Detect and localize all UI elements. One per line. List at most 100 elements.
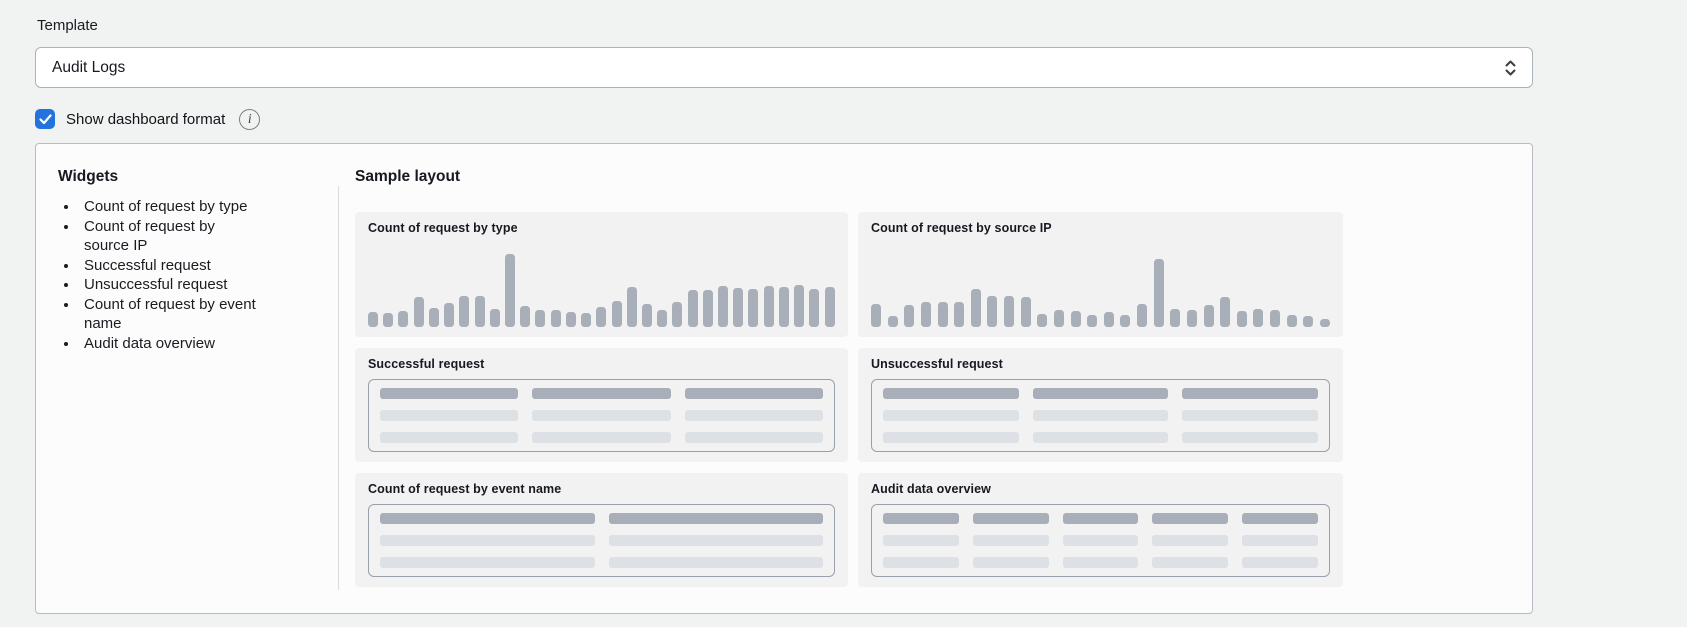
show-dashboard-format-row: Show dashboard format i	[35, 107, 261, 131]
chart-bar	[459, 296, 470, 327]
chart-bar	[1220, 297, 1231, 327]
chart-bar	[1270, 310, 1280, 327]
skeleton-row-bar	[1242, 557, 1318, 568]
info-icon[interactable]: i	[239, 108, 261, 130]
chart-bar	[763, 286, 774, 327]
template-select[interactable]: Audit Logs	[35, 47, 1533, 88]
card-title: Successful request	[368, 357, 485, 371]
skeleton-column	[684, 388, 823, 443]
skeleton-column	[1182, 388, 1318, 443]
column-divider	[338, 186, 339, 590]
skeleton-column	[883, 388, 1019, 443]
card-audit-data-overview: Audit data overview	[858, 473, 1343, 587]
chart-bar	[1170, 309, 1181, 327]
skeleton-row-bar	[1032, 432, 1169, 443]
chart-bar	[581, 313, 592, 327]
sample-cards-grid: Count of request by type Count of reques…	[355, 212, 1343, 587]
widget-list-item: Count of request by source IP	[79, 217, 259, 256]
chart-bar	[550, 310, 561, 327]
card-count-of-request-by-event-name: Count of request by event name	[355, 473, 848, 587]
card-title: Count of request by type	[368, 221, 518, 235]
chart-bar	[398, 311, 409, 327]
skeleton-header-bar	[1152, 513, 1229, 524]
chart-bar	[535, 310, 546, 327]
skeleton-header-bar	[380, 513, 595, 524]
widgets-heading: Widgets	[58, 168, 119, 185]
bar-chart-preview	[368, 239, 835, 327]
card-count-of-request-by-source-ip: Count of request by source IP	[858, 212, 1343, 337]
chart-bar	[641, 304, 652, 327]
skeleton-row-bar	[972, 535, 1049, 546]
skeleton-column	[608, 513, 823, 568]
skeleton-row-bar	[380, 535, 595, 546]
skeleton-row-bar	[684, 432, 823, 443]
skeleton-row-bar	[883, 432, 1019, 443]
skeleton-header-bar	[883, 388, 1019, 399]
chart-bar	[657, 310, 668, 327]
chart-bar	[687, 290, 698, 327]
chart-bar	[987, 296, 998, 327]
chart-bar	[702, 290, 713, 327]
chart-bar	[489, 309, 500, 327]
skeleton-row-bar	[1032, 410, 1169, 421]
widget-list-item: Count of request by type	[79, 197, 259, 217]
skeleton-column	[380, 513, 595, 568]
skeleton-column	[972, 513, 1049, 568]
card-title: Unsuccessful request	[871, 357, 1003, 371]
dashboard-format-panel: Widgets Count of request by type Count o…	[35, 143, 1533, 614]
chart-bar	[626, 287, 637, 327]
skeleton-row-bar	[380, 410, 519, 421]
skeleton-row-bar	[608, 557, 823, 568]
chart-bar	[1053, 310, 1064, 327]
sample-layout-column: Sample layout Count of request by type C…	[355, 168, 1343, 587]
card-unsuccessful-request: Unsuccessful request	[858, 348, 1343, 462]
skeleton-row-bar	[1182, 410, 1318, 421]
chart-bar	[428, 308, 439, 327]
chart-bar	[413, 297, 424, 327]
chart-bar	[1103, 312, 1114, 327]
chart-bar	[871, 304, 881, 327]
skeleton-column	[1032, 388, 1169, 443]
widget-list-item: Unsuccessful request	[79, 275, 259, 295]
skeleton-header-bar	[1242, 513, 1318, 524]
skeleton-row-bar	[532, 410, 671, 421]
skeleton-header-bar	[684, 388, 823, 399]
skeleton-row-bar	[532, 432, 671, 443]
skeleton-header-bar	[883, 513, 959, 524]
widgets-list: Count of request by type Count of reques…	[58, 197, 259, 353]
widget-list-item: Successful request	[79, 256, 259, 276]
table-skeleton-preview	[368, 504, 835, 577]
chart-bar	[937, 302, 948, 327]
show-dashboard-format-checkbox[interactable]	[35, 109, 55, 129]
skeleton-row-bar	[1152, 535, 1229, 546]
skeleton-column	[380, 388, 519, 443]
skeleton-header-bar	[1182, 388, 1318, 399]
table-skeleton-preview	[368, 379, 835, 452]
card-title: Count of request by event name	[368, 482, 562, 496]
chart-bar	[778, 287, 789, 327]
chart-bar	[1253, 309, 1264, 327]
chart-bar	[611, 301, 622, 327]
checkmark-icon	[38, 113, 52, 124]
chart-bar	[1319, 319, 1330, 327]
chart-bar	[748, 289, 759, 327]
chart-bar	[444, 303, 455, 327]
chart-bar	[1286, 315, 1297, 327]
chart-bar	[504, 254, 515, 327]
widget-list-item: Count of request by event name	[79, 295, 259, 334]
skeleton-row-bar	[1152, 557, 1229, 568]
chart-bar	[887, 316, 898, 327]
template-select-value: Audit Logs	[52, 58, 126, 76]
chart-bar	[1153, 259, 1164, 327]
table-skeleton-preview	[871, 379, 1330, 452]
chart-bar	[1203, 305, 1214, 327]
card-title: Count of request by source IP	[871, 221, 1052, 235]
chart-bar	[1037, 314, 1048, 327]
chart-bar	[954, 302, 965, 327]
chart-bar	[383, 313, 394, 327]
chart-bar	[1303, 316, 1314, 327]
skeleton-row-bar	[972, 557, 1049, 568]
card-successful-request: Successful request	[355, 348, 848, 462]
show-dashboard-format-label[interactable]: Show dashboard format	[66, 110, 226, 128]
chart-bar	[565, 312, 576, 327]
